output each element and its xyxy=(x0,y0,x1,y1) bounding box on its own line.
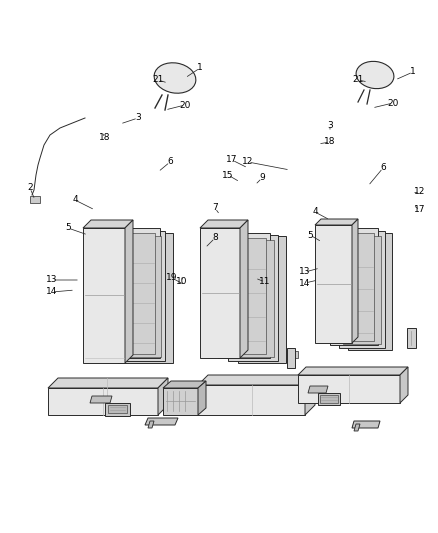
Text: 17: 17 xyxy=(226,156,238,165)
Polygon shape xyxy=(232,240,274,357)
Text: 2: 2 xyxy=(27,183,33,192)
Polygon shape xyxy=(95,228,160,358)
Ellipse shape xyxy=(356,61,394,88)
Polygon shape xyxy=(99,233,155,354)
Polygon shape xyxy=(158,378,168,415)
Polygon shape xyxy=(200,220,248,228)
Polygon shape xyxy=(145,418,178,425)
Text: 5: 5 xyxy=(65,223,71,232)
Polygon shape xyxy=(228,235,278,361)
Text: 19: 19 xyxy=(166,273,178,282)
Text: 6: 6 xyxy=(167,157,173,166)
Text: 7: 7 xyxy=(212,204,218,213)
Text: 4: 4 xyxy=(72,196,78,205)
Polygon shape xyxy=(148,421,154,428)
Polygon shape xyxy=(105,403,130,416)
Text: 6: 6 xyxy=(380,164,386,173)
Polygon shape xyxy=(83,228,125,363)
Polygon shape xyxy=(90,396,112,403)
Polygon shape xyxy=(343,236,381,344)
Polygon shape xyxy=(320,395,338,403)
Polygon shape xyxy=(334,233,374,341)
Polygon shape xyxy=(200,228,240,358)
Polygon shape xyxy=(198,375,315,385)
Polygon shape xyxy=(400,367,408,403)
Text: 8: 8 xyxy=(212,233,218,243)
Polygon shape xyxy=(111,236,161,357)
Polygon shape xyxy=(222,238,266,354)
Text: 13: 13 xyxy=(46,276,58,285)
Polygon shape xyxy=(218,233,270,358)
Text: 12: 12 xyxy=(242,157,254,166)
Polygon shape xyxy=(48,388,158,415)
Text: 18: 18 xyxy=(324,138,336,147)
Polygon shape xyxy=(290,351,298,358)
Text: 21: 21 xyxy=(352,76,364,85)
Text: 1: 1 xyxy=(410,68,416,77)
Polygon shape xyxy=(348,233,392,350)
Polygon shape xyxy=(339,231,385,348)
Polygon shape xyxy=(240,220,248,358)
Polygon shape xyxy=(163,381,206,388)
Text: 3: 3 xyxy=(327,120,333,130)
Polygon shape xyxy=(315,219,358,225)
Polygon shape xyxy=(118,233,173,363)
Text: 10: 10 xyxy=(176,278,188,287)
Text: 20: 20 xyxy=(387,99,399,108)
Polygon shape xyxy=(30,196,40,203)
Polygon shape xyxy=(298,367,408,375)
Text: 14: 14 xyxy=(46,287,58,296)
Polygon shape xyxy=(354,424,360,431)
Polygon shape xyxy=(163,388,198,415)
Text: 12: 12 xyxy=(414,188,426,197)
Polygon shape xyxy=(48,378,168,388)
Polygon shape xyxy=(287,348,295,368)
Polygon shape xyxy=(238,236,286,363)
Text: 5: 5 xyxy=(307,230,313,239)
Polygon shape xyxy=(83,220,133,228)
Text: 9: 9 xyxy=(259,174,265,182)
Polygon shape xyxy=(352,421,380,428)
Polygon shape xyxy=(125,220,133,363)
Ellipse shape xyxy=(154,63,196,93)
Text: 21: 21 xyxy=(152,76,164,85)
Polygon shape xyxy=(108,405,127,413)
Text: 17: 17 xyxy=(414,206,426,214)
Polygon shape xyxy=(308,386,328,393)
Text: 14: 14 xyxy=(299,279,311,287)
Text: 15: 15 xyxy=(222,171,234,180)
Polygon shape xyxy=(305,375,315,415)
Text: 13: 13 xyxy=(299,268,311,277)
Text: 3: 3 xyxy=(135,114,141,123)
Polygon shape xyxy=(330,228,378,345)
Polygon shape xyxy=(352,219,358,343)
Text: 4: 4 xyxy=(312,207,318,216)
Text: 20: 20 xyxy=(179,101,191,109)
Polygon shape xyxy=(107,231,165,361)
Text: 18: 18 xyxy=(99,133,111,142)
Polygon shape xyxy=(198,385,305,415)
Polygon shape xyxy=(315,225,352,343)
Text: 1: 1 xyxy=(197,63,203,72)
Polygon shape xyxy=(407,328,416,348)
Polygon shape xyxy=(298,375,400,403)
Polygon shape xyxy=(198,381,206,415)
Polygon shape xyxy=(318,393,340,405)
Text: 11: 11 xyxy=(259,278,271,287)
